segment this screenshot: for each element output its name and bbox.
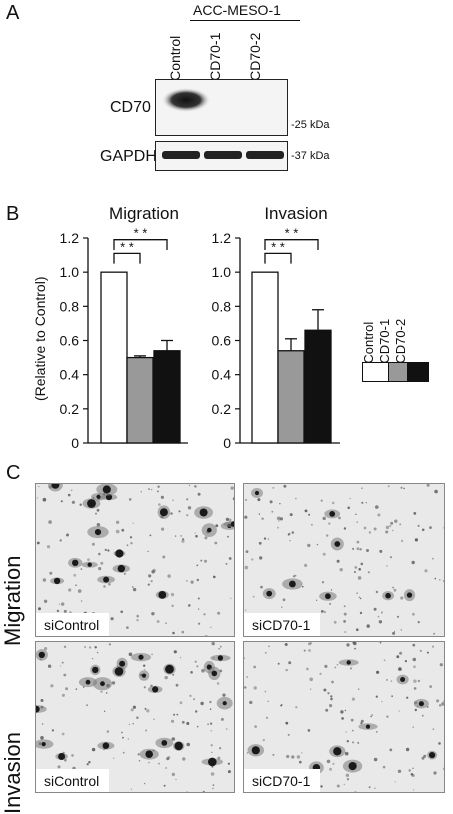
bar-sicontrol (252, 272, 278, 443)
y-tick-label: 1.2 (212, 230, 232, 246)
significance-stars: * * (134, 226, 148, 241)
micrograph-migration-sicontrol: siControl (35, 483, 235, 637)
micrograph-migration-sicd70-1: siCD70-1 (243, 483, 445, 637)
row-label-migration: Migration (0, 556, 26, 646)
legend-swatch-sicd70-1 (388, 362, 409, 382)
blot-row-label-gapdh: GAPDH (100, 148, 157, 166)
significance-bracket (265, 253, 291, 263)
bar-sicd70-2 (154, 351, 180, 443)
y-tick-label: 1.2 (60, 230, 80, 246)
y-tick-label: 1.0 (212, 264, 232, 280)
y-tick-label: 0.2 (212, 401, 232, 417)
micrograph-invasion-sicontrol: siControl (35, 641, 235, 793)
bar-sicd70-1 (278, 351, 304, 443)
bar-sicontrol (101, 272, 127, 443)
bar-sicd70-1 (127, 358, 153, 443)
y-tick-label: 0.6 (212, 333, 232, 349)
micrograph-label: siCD70-1 (244, 613, 320, 636)
blot-row-label-cd70: CD70 (110, 99, 151, 117)
micrograph-invasion-sicd70-1: siCD70-1 (243, 641, 445, 793)
legend-swatch-sicontrol (362, 362, 390, 382)
panel-a-letter: A (6, 2, 19, 25)
gapdh-bands (156, 142, 286, 169)
y-tick-label: 0.4 (212, 367, 232, 383)
y-tick-label: 0.8 (212, 298, 232, 314)
chart-title: Invasion (264, 204, 327, 223)
gapdh-blot (155, 141, 288, 171)
y-tick-label: 0.4 (60, 367, 80, 383)
y-tick-label: 1.0 (60, 264, 80, 280)
significance-stars: * * (120, 239, 134, 254)
row-label-invasion: Invasion (0, 732, 26, 814)
micrograph-label: siControl (36, 613, 109, 636)
panel-c-letter: C (6, 462, 20, 485)
blot-marker-25kda: -25 kDa (291, 119, 330, 131)
micrograph-label: siControl (36, 769, 109, 792)
blot-marker-37kda: -37 kDa (291, 150, 330, 162)
significance-bracket (114, 253, 140, 263)
significance-stars: * * (285, 226, 299, 241)
y-tick-label: 0.8 (60, 298, 80, 314)
cell-line-bracket (190, 20, 300, 21)
bar-sicd70-2 (305, 330, 331, 443)
cd70-band (156, 80, 286, 134)
legend-swatch-sicd70-2 (407, 362, 429, 382)
significance-stars: * * (271, 239, 285, 254)
y-tick-label: 0.2 (60, 401, 80, 417)
cell-line-label: ACC-MESO-1 (193, 2, 281, 18)
chart-title: Migration (109, 204, 179, 223)
y-tick-label: 0 (71, 435, 79, 451)
y-tick-label: 0 (223, 435, 231, 451)
y-axis-label: (Relative to Control) (32, 277, 48, 402)
micrograph-label: siCD70-1 (244, 769, 320, 792)
cd70-blot (155, 79, 288, 136)
y-tick-label: 0.6 (60, 333, 80, 349)
